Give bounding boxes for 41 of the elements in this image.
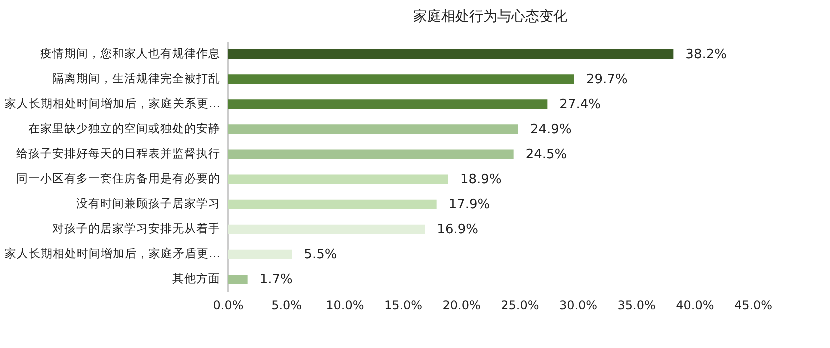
x-tick-label: 45.0% (734, 298, 773, 312)
x-tick-label: 35.0% (618, 298, 656, 312)
y-tick-label: 隔离期间，生活规律完全被打乱 (52, 71, 220, 86)
y-tick-label: 给孩子安排好每天的日程表并监督执行 (16, 146, 220, 160)
bar (228, 250, 292, 260)
bar (228, 50, 674, 60)
bar (228, 174, 448, 184)
bar (228, 200, 437, 210)
chart-title: 家庭相处行为与心态变化 (414, 9, 568, 25)
data-label: 1.7% (260, 272, 293, 288)
bar (228, 274, 248, 284)
x-tick-label: 25.0% (501, 298, 540, 312)
y-tick-label: 家人长期相处时间增加后，家庭矛盾更… (5, 246, 220, 261)
data-label: 24.5% (526, 147, 568, 162)
x-tick-label: 5.0% (272, 298, 302, 312)
data-label: 29.7% (586, 72, 628, 88)
y-tick-label: 对孩子的居家学习安排无从着手 (52, 222, 220, 236)
bar (228, 150, 514, 160)
bar (228, 74, 574, 84)
x-tick-label: 40.0% (676, 298, 714, 312)
data-label: 5.5% (304, 248, 338, 263)
x-tick-label: 0.0% (213, 298, 244, 312)
x-tick-label: 20.0% (442, 298, 481, 312)
data-label: 38.2% (686, 47, 727, 62)
y-tick-label: 家人长期相处时间增加后，家庭关系更… (5, 96, 220, 110)
x-tick-label: 15.0% (384, 298, 423, 312)
bar (228, 100, 548, 110)
y-tick-label: 疫情期间，您和家人也有规律作息 (40, 46, 220, 60)
y-tick-label: 在家里缺少独立的空间或独处的安静 (28, 121, 220, 136)
x-tick-label: 30.0% (559, 298, 598, 312)
y-tick-label: 没有时间兼顾孩子居家学习 (76, 196, 220, 211)
data-label: 18.9% (460, 172, 502, 188)
x-tick-label: 10.0% (326, 298, 364, 312)
data-label: 24.9% (530, 122, 572, 138)
data-label: 27.4% (560, 97, 601, 112)
data-label: 16.9% (437, 222, 478, 238)
bar (228, 124, 518, 134)
data-label: 17.9% (448, 198, 490, 213)
bar (228, 224, 426, 234)
y-tick-label: 其他方面 (172, 272, 220, 286)
y-tick-label: 同一小区有多一套住房备用是有必要的 (16, 172, 220, 186)
